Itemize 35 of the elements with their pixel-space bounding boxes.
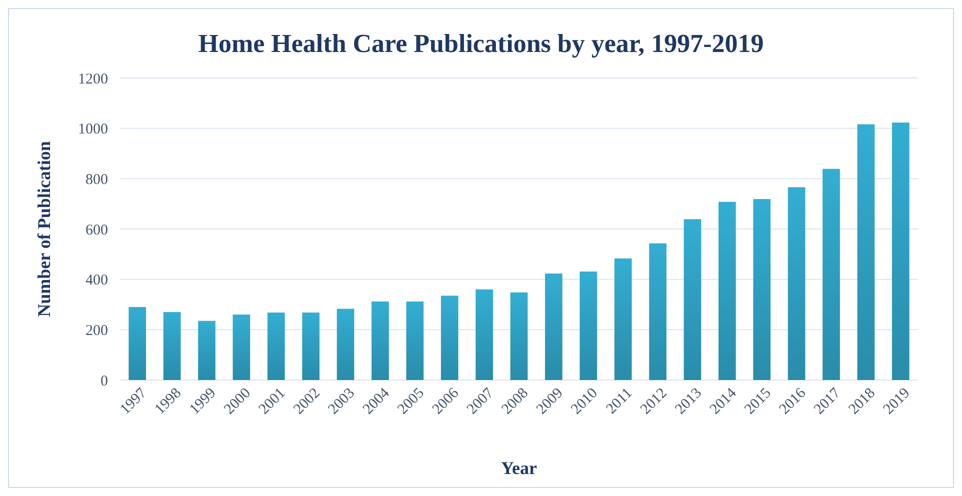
bar: [163, 312, 181, 380]
y-tick-label: 200: [86, 322, 108, 339]
bar: [892, 122, 910, 380]
y-tick-label: 0: [100, 373, 108, 390]
bar: [232, 314, 250, 380]
bar: [128, 307, 146, 380]
bar: [440, 296, 458, 380]
bar: [372, 301, 389, 380]
bar: [267, 312, 285, 380]
bar: [614, 258, 632, 380]
y-tick-label: 800: [86, 172, 108, 188]
bar: [822, 168, 840, 380]
x-tick-label: 1999: [186, 385, 220, 418]
chart-title: Home Health Care Publications by year, 1997-2019: [198, 29, 764, 58]
bar: [406, 301, 424, 380]
bar: [336, 308, 354, 380]
y-tick-label: 400: [86, 272, 108, 289]
bar: [788, 187, 806, 380]
y-tick-label: 1200: [78, 71, 108, 88]
bar: [476, 289, 493, 380]
bar: [198, 320, 216, 380]
bar: [649, 243, 666, 380]
y-tick-label: 600: [86, 222, 108, 238]
y-tick-label: 1000: [78, 122, 108, 138]
bar: [302, 312, 320, 380]
x-tick-label: 2011: [603, 385, 636, 418]
bar: [684, 219, 702, 380]
x-axis-title: Year: [501, 458, 537, 478]
bar: [545, 274, 562, 380]
bar: [857, 124, 875, 380]
bar: [753, 199, 771, 380]
bar: [580, 272, 598, 380]
bar: [718, 202, 736, 380]
y-axis-title: Number of Publication: [34, 141, 54, 317]
bar: [510, 292, 528, 380]
